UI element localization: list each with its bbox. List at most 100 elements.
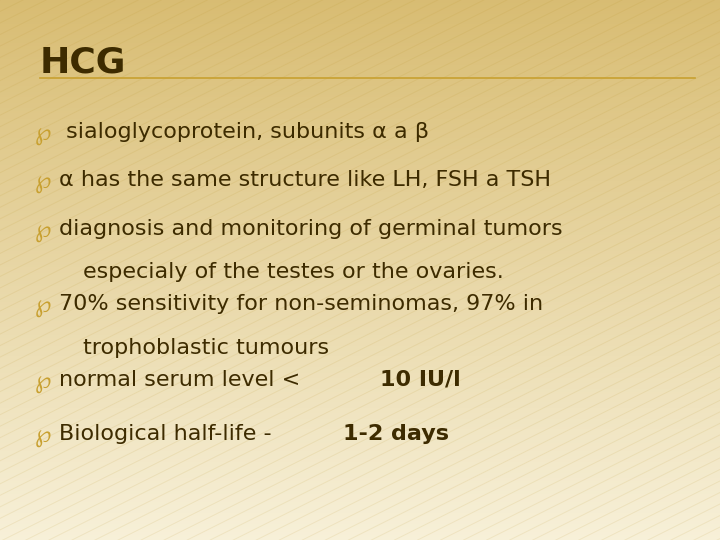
Bar [0,378,720,381]
Bar [0,0,720,3]
Bar [0,254,720,256]
Bar [0,410,720,413]
Bar [0,375,720,378]
Bar [0,251,720,254]
Bar [0,3,720,5]
Bar [0,413,720,416]
Text: trophoblastic tumours: trophoblastic tumours [83,338,329,357]
Bar [0,500,720,502]
Text: diagnosis and monitoring of germinal tumors: diagnosis and monitoring of germinal tum… [59,219,562,239]
Bar [0,340,720,343]
Bar [0,202,720,205]
Bar [0,176,720,178]
Bar [0,51,720,54]
Bar [0,275,720,278]
Bar [0,240,720,243]
Bar [0,454,720,456]
Bar [0,297,720,300]
Bar [0,510,720,513]
Bar [0,165,720,167]
Bar [0,397,720,400]
Bar [0,313,720,316]
Bar [0,424,720,427]
Bar [0,346,720,348]
Bar [0,359,720,362]
Bar [0,81,720,84]
Bar [0,462,720,464]
Bar [0,535,720,537]
Bar [0,46,720,49]
Text: 10 IU/l: 10 IU/l [379,370,460,390]
Bar [0,475,720,478]
Bar [0,94,720,97]
Bar [0,38,720,40]
Bar [0,516,720,518]
Bar [0,405,720,408]
Bar [0,11,720,14]
Bar [0,227,720,229]
Bar [0,332,720,335]
Bar [0,22,720,24]
Text: HCG: HCG [40,46,126,80]
Bar [0,270,720,273]
Bar [0,181,720,184]
Bar [0,146,720,148]
Bar [0,402,720,405]
Bar [0,481,720,483]
Bar [0,416,720,418]
Bar [0,518,720,521]
Bar [0,200,720,202]
Bar [0,246,720,248]
Bar [0,189,720,192]
Bar [0,192,720,194]
Bar [0,324,720,327]
Bar [0,40,720,43]
Bar [0,273,720,275]
Text: sialoglycoprotein, subunits α a β: sialoglycoprotein, subunits α a β [59,122,429,141]
Bar [0,111,720,113]
Bar [0,281,720,284]
Bar [0,435,720,437]
Bar [0,178,720,181]
Bar [0,230,720,232]
Bar [0,532,720,535]
Bar [0,92,720,94]
Bar [0,16,720,19]
Bar [0,8,720,11]
Bar [0,59,720,62]
Bar [0,294,720,297]
Bar [0,300,720,302]
Bar [0,448,720,451]
Bar [0,362,720,364]
Bar [0,78,720,81]
Bar [0,259,720,262]
Bar [0,278,720,281]
Bar [0,219,720,221]
Bar [0,238,720,240]
Bar [0,478,720,481]
Bar [0,443,720,445]
Bar [0,162,720,165]
Bar [0,524,720,526]
Bar [0,248,720,251]
Bar [0,213,720,216]
Bar [0,348,720,351]
Bar [0,43,720,46]
Bar [0,483,720,486]
Bar [0,65,720,68]
Bar [0,418,720,421]
Bar [0,432,720,435]
Bar [0,97,720,100]
Text: 1-2 days: 1-2 days [343,424,449,444]
Bar [0,373,720,375]
Bar [0,265,720,267]
Bar [0,364,720,367]
Bar [0,116,720,119]
Bar [0,89,720,92]
Bar [0,167,720,170]
Bar [0,159,720,162]
Bar [0,103,720,105]
Bar [0,464,720,467]
Bar [0,54,720,57]
Bar [0,100,720,103]
